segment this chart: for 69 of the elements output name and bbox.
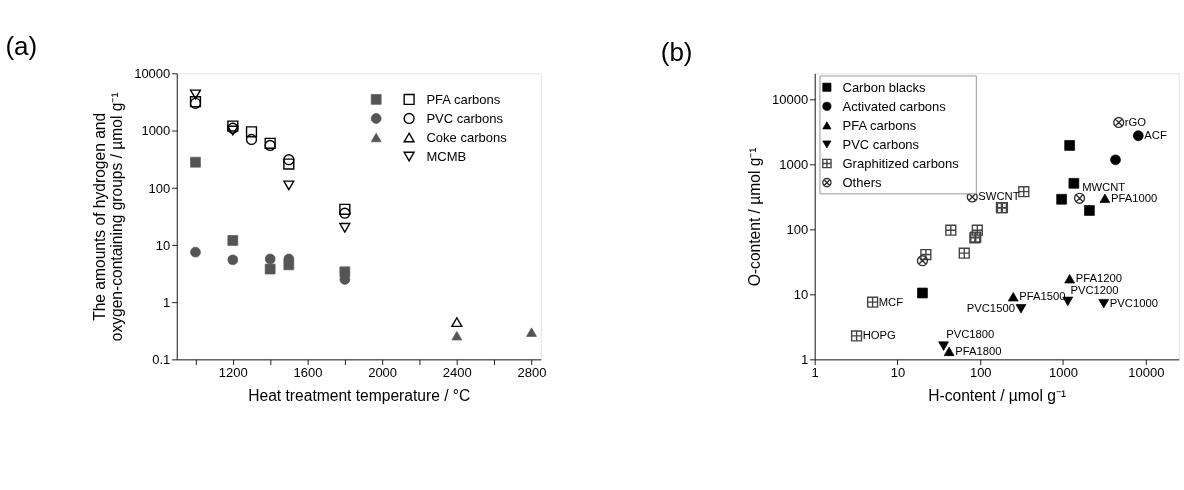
point xyxy=(283,158,295,170)
legend-label: PVC carbons xyxy=(842,136,920,152)
x-tick-label: 1000 xyxy=(1049,365,1078,381)
y-tick-label: 10 xyxy=(793,287,809,303)
point xyxy=(264,253,276,265)
point xyxy=(339,222,351,233)
y-tick-label: 10000 xyxy=(134,66,171,82)
y-tick-label: 1 xyxy=(801,352,809,368)
y-tick-label: 10 xyxy=(155,237,171,253)
chart-title: (b) xyxy=(660,37,693,68)
x-tick-label: 2400 xyxy=(442,365,472,381)
legend-label: Carbon blacks xyxy=(842,79,927,95)
annotation: PVC1000 xyxy=(1109,297,1158,310)
legend-label: Graphitized carbons xyxy=(842,155,960,171)
point xyxy=(189,89,202,100)
point xyxy=(264,263,276,275)
x-axis-title: H-content / µmol g⁻¹ xyxy=(928,386,1067,404)
annotation: PFA1000 xyxy=(1110,191,1158,204)
annotation: PFA1200 xyxy=(1075,272,1122,285)
y-tick-label: 1000 xyxy=(141,123,171,139)
chart-title: (a) xyxy=(5,31,38,62)
annotation: PVC1200 xyxy=(1070,283,1119,296)
legend-label: PFA carbons xyxy=(842,117,917,133)
point xyxy=(526,327,537,337)
legend-label: MCMB xyxy=(426,148,467,164)
legend-label: PVC carbons xyxy=(426,110,504,126)
point xyxy=(451,317,463,328)
point xyxy=(283,154,295,166)
x-tick-label: 100 xyxy=(969,365,992,381)
annotation: ACF xyxy=(1144,129,1167,142)
annotation: MWCNT xyxy=(1082,180,1126,193)
x-tick-label: 1 xyxy=(811,365,819,381)
y-tick-label: 10000 xyxy=(772,92,809,108)
annotation: SWCNT xyxy=(978,190,1020,203)
point xyxy=(339,207,351,219)
annotation: rGO xyxy=(1124,115,1147,128)
legend-label: Others xyxy=(842,174,883,190)
point xyxy=(451,331,463,341)
y-tick-label: 1000 xyxy=(779,157,809,173)
point xyxy=(190,156,201,168)
y-tick-label: 100 xyxy=(148,180,171,196)
point xyxy=(190,246,201,258)
x-tick-label: 2000 xyxy=(368,365,398,381)
annotation: MCF xyxy=(878,295,904,308)
annotation: PVC1500 xyxy=(966,302,1015,315)
y-tick-label: 1 xyxy=(163,294,171,310)
legend-label: Coke carbons xyxy=(426,129,508,145)
annotation: HOPG xyxy=(862,329,896,342)
x-axis-title: Heat treatment temperature / °C xyxy=(248,386,471,404)
point xyxy=(227,254,239,266)
x-tick-label: 10 xyxy=(890,365,906,381)
y-axis-title: The amounts of hydrogen and oxygen-containing groups / µmol g⁻¹ xyxy=(90,92,126,342)
legend-label: PFA carbons xyxy=(426,91,501,107)
x-tick-label: 2800 xyxy=(517,365,547,381)
point xyxy=(227,235,239,246)
x-tick-label: 10000 xyxy=(1128,365,1165,381)
y-tick-label: 100 xyxy=(786,222,809,238)
annotation: PFA1800 xyxy=(955,344,1002,357)
point xyxy=(283,180,295,191)
y-axis-title: O-content / µmol g⁻¹ xyxy=(745,147,763,287)
point xyxy=(245,126,258,138)
legend-label: Activated carbons xyxy=(842,98,947,114)
annotation: PFA1500 xyxy=(1019,290,1066,303)
point xyxy=(245,133,258,146)
annotation: PVC1800 xyxy=(946,328,995,341)
point xyxy=(339,203,351,215)
x-tick-label: 1600 xyxy=(293,365,323,381)
y-tick-label: 0.1 xyxy=(152,352,171,368)
x-tick-label: 1200 xyxy=(218,365,248,381)
